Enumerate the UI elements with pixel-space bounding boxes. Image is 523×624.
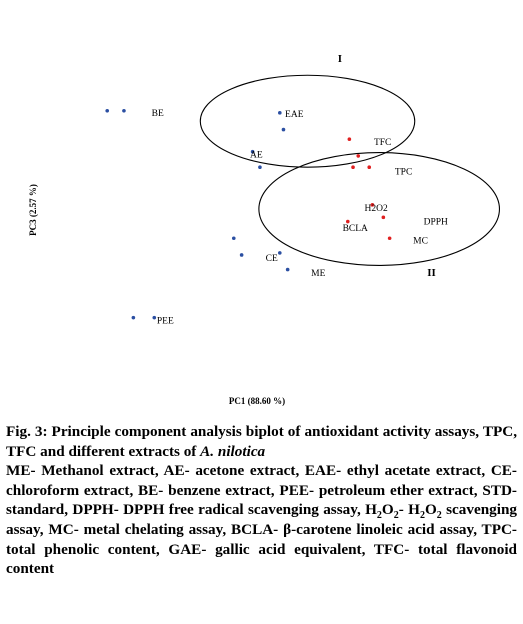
- abbreviation-legend: ME- Methanol extract, AE- acetone extrac…: [6, 462, 518, 578]
- figure-caption: Fig. 3: Principle component analysis bip…: [6, 422, 517, 579]
- point-assay-11: [381, 215, 386, 220]
- species-name: A. nilotica: [200, 442, 266, 460]
- point-extract-16: [278, 251, 282, 255]
- x-axis-label: PC1 (88.60 %): [229, 396, 285, 406]
- point-label-mc: MC: [413, 236, 428, 246]
- point-label-bcla: BCLA: [343, 224, 368, 234]
- group-ellipse-I: [199, 74, 416, 168]
- point-extract-5: [258, 165, 262, 169]
- point-label-tpc: TPC: [395, 167, 412, 177]
- point-extract-0: [105, 108, 110, 113]
- point-extract-15: [239, 253, 244, 257]
- group-ellipses: [199, 74, 501, 266]
- point-extract-1: [122, 108, 126, 113]
- point-extract-4: [250, 149, 255, 154]
- point-extract-2: [278, 111, 282, 115]
- data-points: [105, 108, 392, 320]
- point-label-h2o2: H2O2: [365, 204, 388, 214]
- point-extract-14: [231, 236, 236, 241]
- group-labels: III: [338, 53, 436, 279]
- point-label-ce: CE: [266, 254, 278, 264]
- point-label-pee: PEE: [157, 317, 174, 327]
- point-extract-19: [152, 315, 157, 320]
- point-assay-10: [370, 203, 375, 207]
- point-assay-6: [347, 137, 352, 141]
- point-extract-3: [281, 127, 286, 132]
- group-label-II: II: [427, 267, 436, 279]
- point-assay-13: [387, 236, 392, 241]
- point-label-dpph: DPPH: [424, 218, 448, 228]
- y-axis-label: PC3 (2.57 %): [28, 184, 38, 236]
- point-label-ae: AE: [250, 151, 263, 161]
- group-label-I: I: [338, 53, 342, 65]
- point-label-tfc: TFC: [374, 138, 391, 148]
- point-assay-12: [345, 219, 350, 224]
- point-labels: BE EAE AE TFC TPC H2O2 DPPH BCLA MC CE ME PEE: [152, 109, 448, 327]
- group-ellipse-II: [258, 152, 501, 266]
- point-extract-17: [285, 267, 290, 272]
- point-assay-7: [356, 154, 361, 158]
- figure-title: Fig. 3: Principle component analysis bip…: [6, 423, 517, 460]
- point-label-be: BE: [152, 109, 164, 119]
- point-label-eae: EAE: [285, 110, 304, 120]
- point-assay-8: [351, 165, 355, 169]
- point-assay-9: [367, 165, 372, 169]
- point-extract-18: [131, 315, 136, 320]
- point-label-me: ME: [311, 269, 325, 279]
